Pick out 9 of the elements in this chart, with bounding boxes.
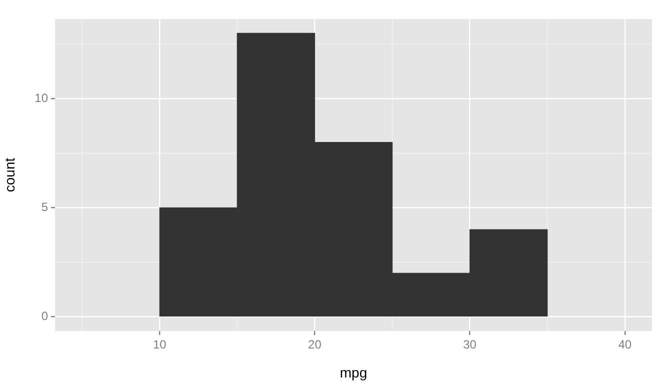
y-tick-label: 10 (34, 90, 48, 105)
x-tick-label: 30 (463, 338, 477, 352)
x-tick-label: 40 (618, 338, 632, 352)
y-axis-title: count (1, 158, 18, 192)
y-tick-label: 5 (41, 200, 48, 214)
x-axis-title: mpg (340, 364, 368, 380)
x-tick-label: 20 (308, 338, 322, 352)
y-tick-label: 0 (41, 309, 48, 324)
x-tick-label: 10 (152, 338, 167, 352)
